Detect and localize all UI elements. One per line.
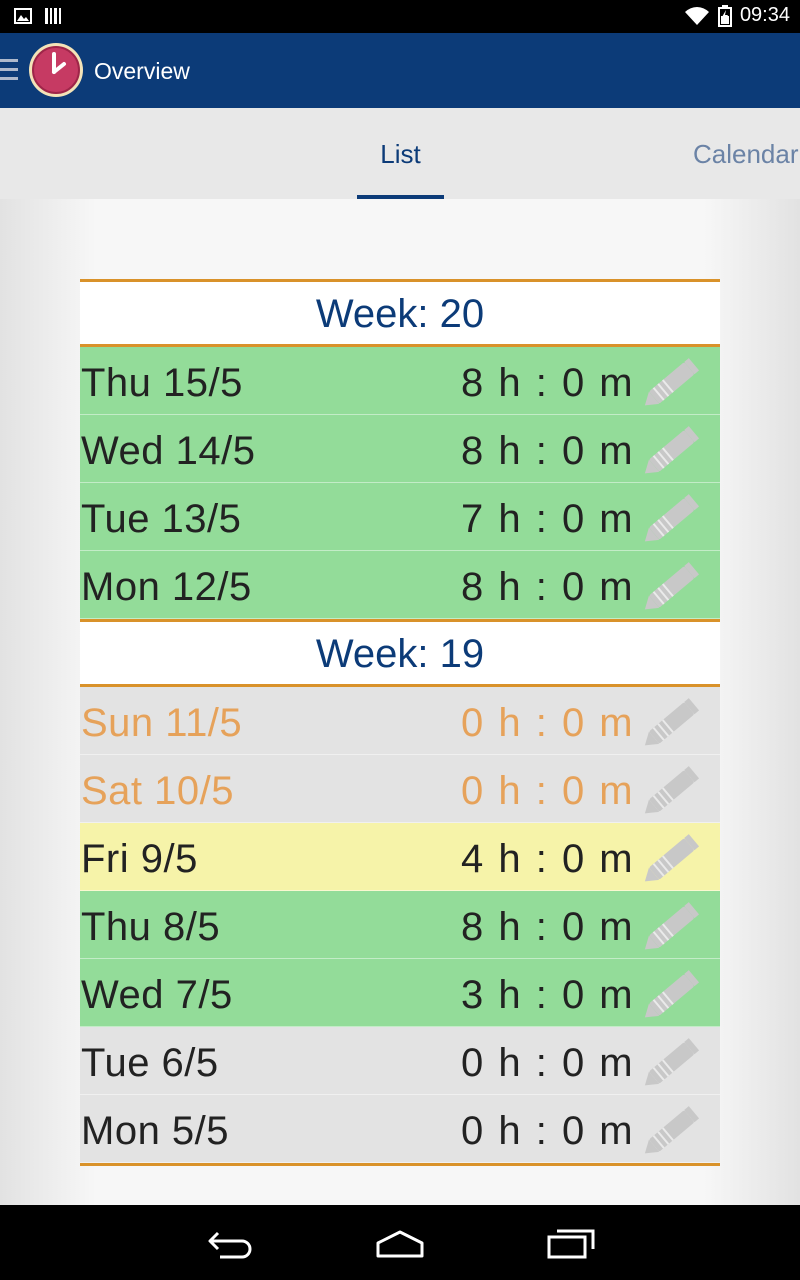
- overview-content: Week: 20 Thu 15/5 8 h : 0 m Wed 14/5 8 h : 0…: [0, 199, 800, 1205]
- day-date-label: Mon 12/5: [81, 565, 252, 609]
- pencil-edit-icon[interactable]: [642, 419, 706, 479]
- day-row[interactable]: Wed 14/5 8 h : 0 m: [80, 415, 720, 483]
- day-row[interactable]: Wed 7/5 3 h : 0 m: [80, 959, 720, 1027]
- day-date-label: Thu 15/5: [81, 361, 243, 405]
- pencil-edit-icon[interactable]: [642, 1099, 706, 1159]
- day-hours-value: 8 h : 0 m: [461, 429, 635, 473]
- day-row[interactable]: Tue 13/5 7 h : 0 m: [80, 483, 720, 551]
- status-bar-notifications: [14, 7, 62, 25]
- week-header: Week: 20: [80, 279, 720, 347]
- tab-list-label: List: [380, 139, 421, 169]
- navigation-bar: [0, 1205, 800, 1280]
- day-date-label: Fri 9/5: [81, 837, 198, 881]
- day-date-label: Tue 6/5: [81, 1041, 219, 1085]
- day-row[interactable]: Fri 9/5 4 h : 0 m: [80, 823, 720, 891]
- tab-calendar[interactable]: Calendar: [693, 108, 799, 199]
- pencil-edit-icon[interactable]: [642, 351, 706, 411]
- day-date-label: Wed 7/5: [81, 973, 233, 1017]
- pencil-edit-icon[interactable]: [642, 555, 706, 615]
- pencil-edit-icon[interactable]: [642, 1031, 706, 1091]
- pencil-edit-icon[interactable]: [642, 827, 706, 887]
- day-date-label: Tue 13/5: [81, 497, 242, 541]
- day-date-label: Thu 8/5: [81, 905, 221, 949]
- day-row[interactable]: Tue 6/5 0 h : 0 m: [80, 1027, 720, 1095]
- battery-icon: [717, 4, 732, 27]
- day-row[interactable]: Mon 5/5 0 h : 0 m: [80, 1095, 720, 1163]
- status-bar-system: 09:34: [684, 4, 790, 27]
- action-bar: Overview: [0, 33, 800, 108]
- tab-selected-indicator: [357, 195, 444, 199]
- day-row[interactable]: Sat 10/5 0 h : 0 m: [80, 755, 720, 823]
- day-hours-value: 3 h : 0 m: [461, 973, 635, 1017]
- tab-list[interactable]: List: [357, 108, 444, 199]
- day-row[interactable]: Thu 8/5 8 h : 0 m: [80, 891, 720, 959]
- status-bar: 09:34: [0, 0, 800, 33]
- pencil-edit-icon[interactable]: [642, 691, 706, 751]
- day-date-label: Sun 11/5: [81, 701, 243, 745]
- pencil-edit-icon[interactable]: [642, 487, 706, 547]
- day-row[interactable]: Thu 15/5 8 h : 0 m: [80, 347, 720, 415]
- day-date-label: Mon 5/5: [81, 1109, 230, 1153]
- app-title: Overview: [94, 58, 190, 84]
- wifi-icon: [684, 6, 709, 25]
- list-bottom-divider: [80, 1163, 720, 1166]
- clock-logo-icon[interactable]: [28, 41, 84, 99]
- tab-bar: List Calendar: [0, 108, 800, 199]
- day-hours-value: 0 h : 0 m: [461, 1041, 635, 1085]
- day-hours-value: 4 h : 0 m: [461, 837, 635, 881]
- home-icon[interactable]: [374, 1229, 426, 1259]
- barcode-icon: [45, 8, 61, 24]
- hamburger-menu-icon[interactable]: [0, 59, 18, 83]
- day-hours-value: 0 h : 0 m: [461, 701, 635, 745]
- day-hours-value: 7 h : 0 m: [461, 497, 635, 541]
- day-hours-value: 8 h : 0 m: [461, 361, 635, 405]
- recent-apps-icon[interactable]: [547, 1227, 595, 1259]
- gallery-icon: [14, 8, 32, 24]
- pencil-edit-icon[interactable]: [642, 963, 706, 1023]
- week-list[interactable]: Week: 20 Thu 15/5 8 h : 0 m Wed 14/5 8 h : 0…: [80, 279, 720, 1166]
- day-hours-value: 8 h : 0 m: [461, 565, 635, 609]
- pencil-edit-icon[interactable]: [642, 895, 706, 955]
- day-date-label: Sat 10/5: [81, 769, 235, 813]
- day-hours-value: 0 h : 0 m: [461, 769, 635, 813]
- clock-time: 09:34: [739, 4, 790, 26]
- day-hours-value: 8 h : 0 m: [461, 905, 635, 949]
- pencil-edit-icon[interactable]: [642, 759, 706, 819]
- day-date-label: Wed 14/5: [81, 429, 256, 473]
- day-row[interactable]: Mon 12/5 8 h : 0 m: [80, 551, 720, 619]
- back-icon[interactable]: [206, 1229, 254, 1259]
- tab-calendar-label: Calendar: [693, 139, 799, 169]
- day-hours-value: 0 h : 0 m: [461, 1109, 635, 1153]
- week-header: Week: 19: [80, 619, 720, 687]
- day-row[interactable]: Sun 11/5 0 h : 0 m: [80, 687, 720, 755]
